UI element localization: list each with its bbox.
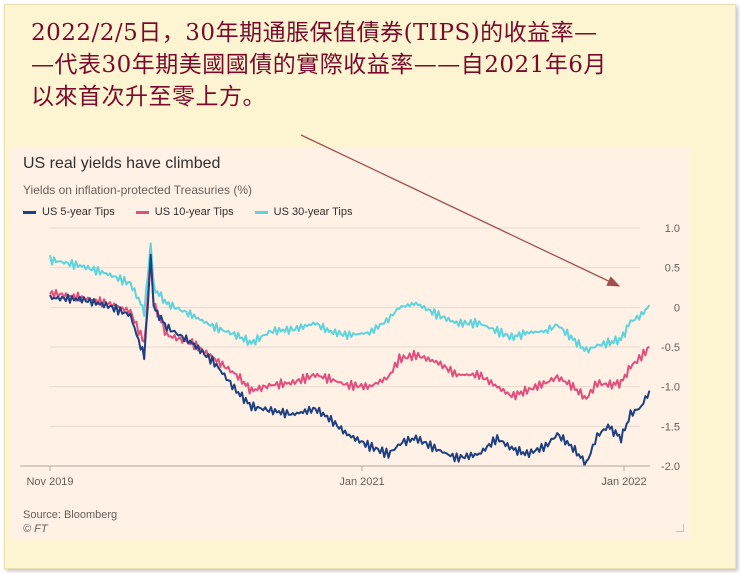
- series-line-5yr: [49, 253, 651, 467]
- x-tick-label: Jan 2021: [339, 476, 384, 488]
- y-tick-label: -0.5: [661, 342, 680, 354]
- legend-swatch-10yr: [135, 210, 149, 214]
- y-tick-label: -1.5: [661, 421, 680, 433]
- chart-canvas: 1.0 0.5 0 -0.5 -1.0 -1.5 -2.0 Nov 2019 Jan 2021…: [20, 223, 680, 488]
- y-tick-label: 1.0: [665, 223, 680, 235]
- series-lines: [49, 242, 651, 467]
- chart-legend: US 5-year Tips US 10-year Tips US 30-yea…: [23, 206, 374, 218]
- ft-credit: © FT: [23, 523, 48, 535]
- legend-label-5yr: US 5-year Tips: [42, 206, 115, 218]
- legend-item-5yr: US 5-year Tips: [23, 206, 115, 218]
- legend-item-10yr: US 10-year Tips: [135, 206, 234, 218]
- y-axis-ticks: 1.0 0.5 0 -0.5 -1.0 -1.5 -2.0: [661, 223, 680, 473]
- series-line-30yr: [49, 242, 651, 354]
- legend-label-30yr: US 30-year Tips: [273, 206, 353, 218]
- legend-swatch-30yr: [254, 210, 268, 214]
- legend-swatch-5yr: [23, 210, 36, 214]
- chart-panel: 1.0 0.5 0 -0.5 -1.0 -1.5 -2.0 Nov 2019 Jan 2021…: [12, 148, 690, 540]
- y-tick-label: 0.5: [665, 263, 680, 275]
- y-tick-label: -1.0: [661, 382, 680, 394]
- legend-label-10yr: US 10-year Tips: [154, 206, 234, 218]
- series-line-10yr: [49, 257, 650, 401]
- y-tick-label: 0: [674, 302, 680, 314]
- y-tick-label: -2.0: [661, 461, 680, 473]
- chart-title: US real yields have climbed: [23, 155, 221, 172]
- x-tick-label: Jan 2022: [601, 476, 646, 488]
- x-tick-label: Nov 2019: [26, 476, 73, 488]
- caption-text: 2022/2/5日，30年期通脹保值債券(TIPS)的收益率— —代表30年期美…: [31, 20, 607, 110]
- legend-item-30yr: US 30-year Tips: [254, 206, 353, 218]
- chart-source: Source: Bloomberg: [23, 509, 118, 521]
- slide-frame: 2022/2/5日，30年期通脹保值債券(TIPS)的收益率— —代表30年期美…: [4, 4, 736, 569]
- resize-corner-icon: [676, 524, 684, 532]
- x-axis-ticks: Nov 2019 Jan 2021 Jan 2022: [20, 465, 650, 488]
- chart-subtitle: Yields on inflation-protected Treasuries…: [23, 183, 252, 197]
